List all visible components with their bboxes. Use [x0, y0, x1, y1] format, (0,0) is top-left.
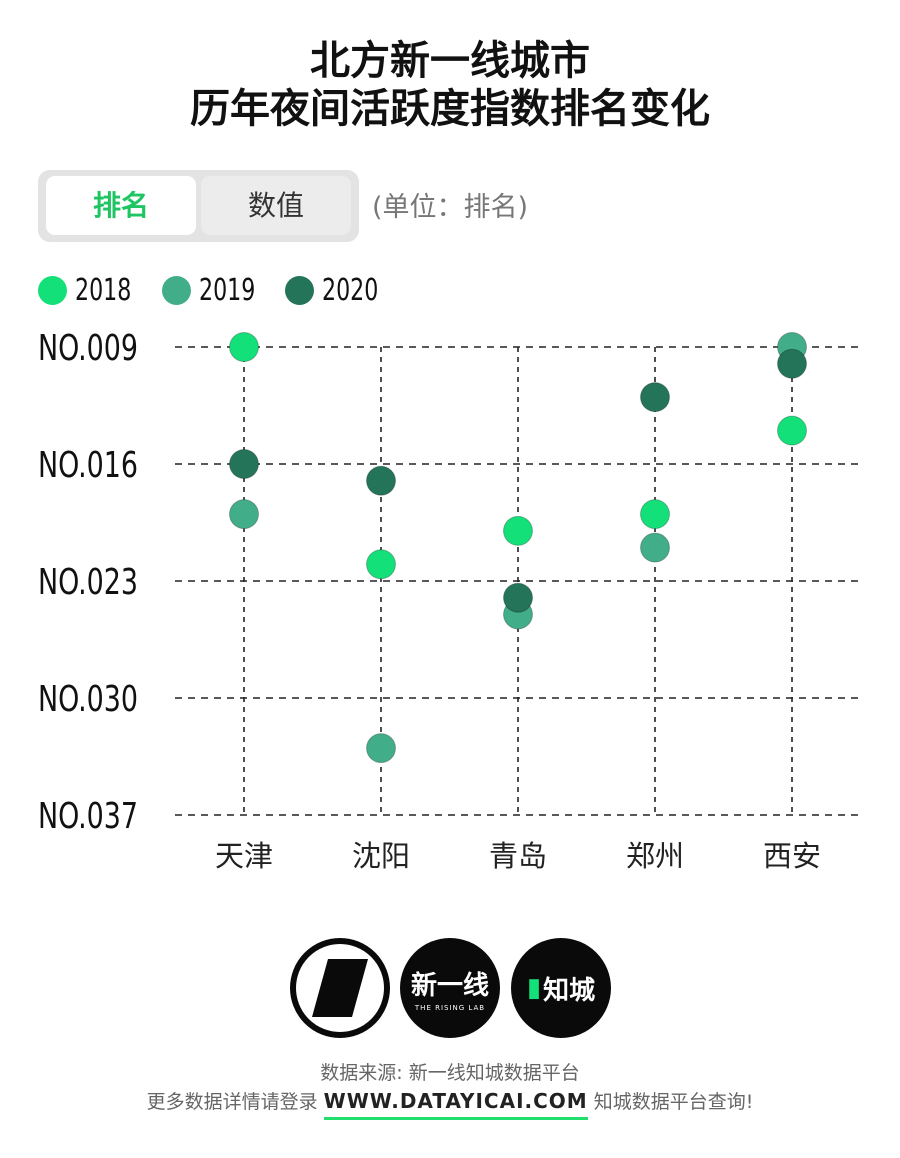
data-point-2018 — [640, 499, 670, 530]
x-tick-label: 西安 — [763, 839, 821, 873]
data-point-2020 — [229, 449, 259, 479]
legend-item-2018: 2018 — [38, 270, 144, 310]
legend-item-2019: 2019 — [162, 270, 268, 310]
yicai-logo — [290, 938, 390, 1038]
scatter-chart: NO.009 NO.016 NO.023 NO.030 NO.037 天津 沈阳 青岛 郑州 西安 — [38, 328, 862, 873]
y-tick-label: NO.037 — [38, 796, 138, 837]
x-tick-label: 沈阳 — [352, 839, 410, 873]
data-point-2019 — [229, 499, 259, 530]
y-tick-label: NO.023 — [38, 562, 138, 603]
data-point-2020 — [777, 348, 807, 379]
data-point-2018 — [229, 332, 259, 362]
legend-dot-2018 — [38, 275, 67, 305]
y-tick-label: NO.030 — [38, 679, 138, 720]
zhicheng-mark-icon: ▮ — [526, 973, 542, 1003]
more-info-line: 更多数据详情请登录 WWW.DATAYICAI.COM 知城数据平台查询! — [0, 1087, 900, 1120]
legend-label-2019: 2019 — [199, 272, 256, 308]
more-info-prefix: 更多数据详情请登录 — [146, 1091, 318, 1113]
data-point-2018 — [366, 549, 396, 580]
legend-dot-2020 — [285, 275, 314, 305]
data-point-2020 — [640, 382, 670, 413]
data-source: 数据来源: 新一线知城数据平台 — [320, 1062, 580, 1084]
unit-label: (单位：排名) — [372, 192, 529, 223]
website-link[interactable]: WWW.DATAYICAI.COM — [323, 1089, 588, 1120]
data-point-2020 — [366, 465, 396, 496]
rising-lab-logo: 新一线 THE RISING LAB — [400, 938, 500, 1038]
data-point-2018 — [503, 515, 533, 546]
more-info-suffix: 知城数据平台查询! — [593, 1091, 754, 1113]
data-point-2019 — [640, 532, 670, 563]
rising-lab-logo-subtext: THE RISING LAB — [414, 1003, 486, 1012]
rank-tab-button[interactable]: 排名 — [46, 176, 196, 235]
chart-title-line2: 历年夜间活跃度指数排名变化 — [190, 86, 710, 132]
y-tick-label: NO.016 — [38, 445, 138, 486]
rising-lab-logo-text: 新一线 — [410, 970, 489, 1001]
parallelogram-icon — [312, 959, 368, 1017]
legend-label-2020: 2020 — [322, 272, 379, 308]
x-tick-label: 天津 — [215, 839, 273, 873]
legend-dot-2019 — [162, 275, 191, 305]
data-point-2020 — [503, 582, 533, 613]
x-tick-label: 青岛 — [489, 839, 547, 873]
legend-label-2018: 2018 — [75, 272, 132, 308]
view-toggle: 排名 数值 — [38, 170, 359, 242]
data-point-2018 — [777, 415, 807, 446]
value-tab-button[interactable]: 数值 — [201, 176, 351, 235]
zhicheng-logo: ▮ 知城 — [511, 938, 611, 1038]
y-tick-label: NO.009 — [38, 328, 138, 369]
x-tick-label: 郑州 — [626, 839, 684, 873]
legend-item-2020: 2020 — [285, 270, 391, 310]
zhicheng-logo-text: 知城 — [543, 975, 596, 1006]
data-point-2019 — [366, 733, 396, 764]
chart-title-line1: 北方新一线城市 — [310, 38, 590, 84]
